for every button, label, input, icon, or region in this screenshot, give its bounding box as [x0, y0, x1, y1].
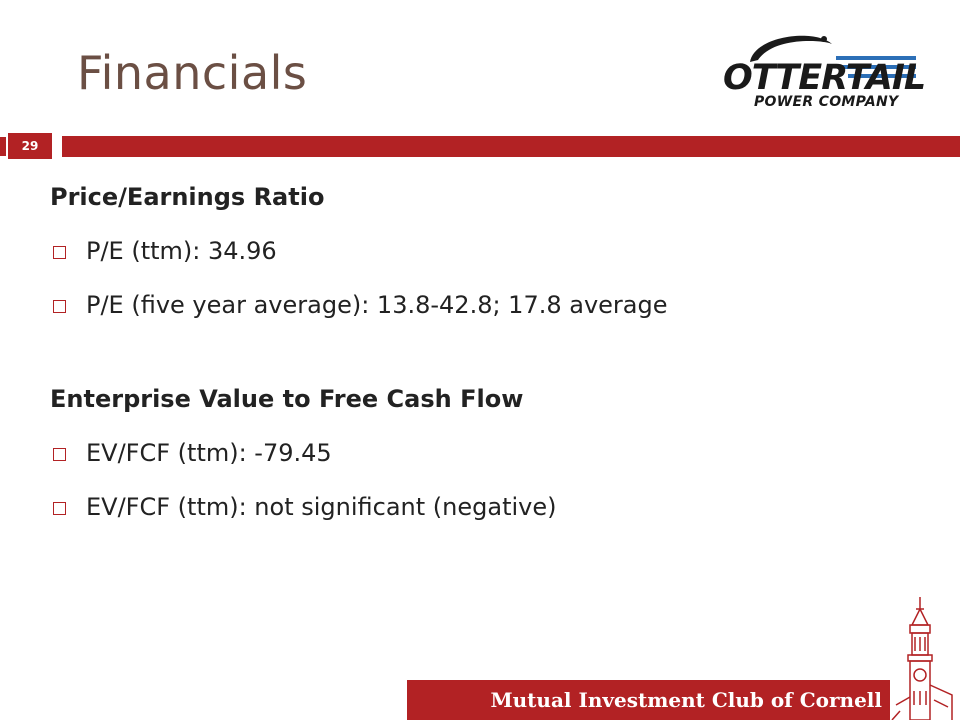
bullet-square-icon [53, 502, 66, 515]
bullet-item: P/E (ttm): 34.96 [50, 234, 930, 268]
logo-lines-icon [836, 56, 916, 78]
clock-tower-icon [891, 597, 953, 720]
footer-banner: Mutual Investment Club of Cornell [407, 680, 890, 720]
logo-wordmark: OTTERTAIL [723, 58, 926, 98]
logo-subtitle: POWER COMPANY [754, 94, 899, 110]
bullet-square-icon [53, 246, 66, 259]
header-rule [62, 136, 960, 157]
page-number: 29 [8, 133, 52, 159]
section-heading: Enterprise Value to Free Cash Flow [50, 385, 524, 413]
ottertail-logo: OTTERTAIL POWER COMPANY [718, 30, 926, 115]
bullet-item: P/E (five year average): 13.8-42.8; 17.8… [50, 288, 930, 322]
bullet-text: P/E (ttm): 34.96 [86, 237, 277, 265]
bullet-text: P/E (five year average): 13.8-42.8; 17.8… [86, 291, 668, 319]
section-heading: Price/Earnings Ratio [50, 183, 325, 211]
slide-title: Financials [77, 46, 308, 100]
spacer [50, 342, 930, 382]
bullet-item: EV/FCF (ttm): not significant (negative) [50, 490, 930, 524]
slide-content: Price/Earnings Ratio P/E (ttm): 34.96 P/… [50, 180, 930, 544]
bullet-square-icon [53, 300, 66, 313]
bullet-text: EV/FCF (ttm): not significant (negative) [86, 493, 557, 521]
bullet-text: EV/FCF (ttm): -79.45 [86, 439, 332, 467]
logo-arc-icon [750, 35, 832, 62]
header-rule-left [0, 137, 6, 156]
bullet-item: EV/FCF (ttm): -79.45 [50, 436, 930, 470]
bullet-square-icon [53, 448, 66, 461]
